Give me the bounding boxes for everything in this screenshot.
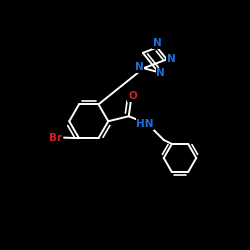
Text: N: N (167, 54, 175, 64)
Text: Br: Br (49, 133, 62, 143)
Text: HN: HN (136, 119, 154, 129)
Text: N: N (153, 38, 162, 48)
Text: N: N (135, 62, 143, 72)
Text: N: N (156, 68, 165, 78)
Text: O: O (128, 91, 137, 101)
